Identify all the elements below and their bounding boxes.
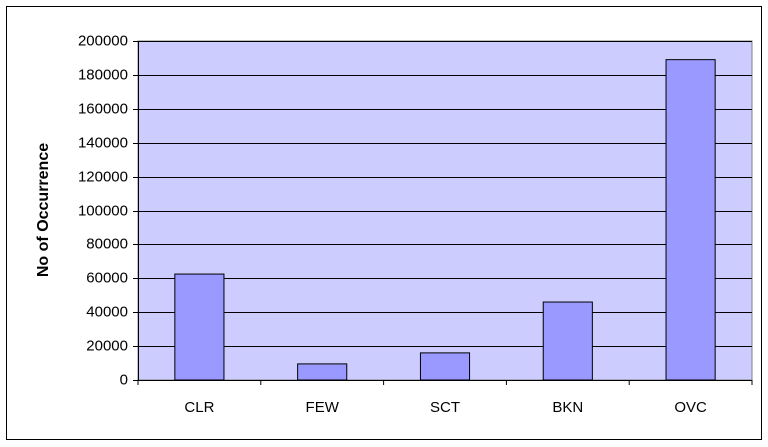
y-tick-label: 140000 [78, 134, 128, 151]
x-tick-label: BKN [552, 399, 583, 416]
bar [665, 59, 716, 381]
x-tick-label: CLR [184, 399, 214, 416]
x-tick-label: SCT [430, 399, 460, 416]
y-tick-label: 80000 [86, 235, 128, 252]
y-tick-label: 0 [120, 371, 128, 388]
y-tick-label: 200000 [78, 32, 128, 49]
y-tick-label: 20000 [86, 337, 128, 354]
bar [297, 363, 348, 381]
x-tick-label: FEW [306, 399, 340, 416]
y-tick-label: 60000 [86, 269, 128, 286]
bar [542, 301, 593, 381]
bar [419, 352, 471, 381]
y-tick-label: 120000 [78, 168, 128, 185]
x-tick-label: OVC [674, 399, 707, 416]
y-tick-label: 40000 [86, 303, 128, 320]
y-tick-label: 160000 [78, 100, 128, 117]
y-tick-label: 180000 [78, 66, 128, 83]
y-tick-label: 100000 [78, 202, 128, 219]
y-axis-label: No of Occurrence [35, 143, 52, 277]
plot-area [137, 40, 753, 381]
bar [174, 273, 225, 381]
